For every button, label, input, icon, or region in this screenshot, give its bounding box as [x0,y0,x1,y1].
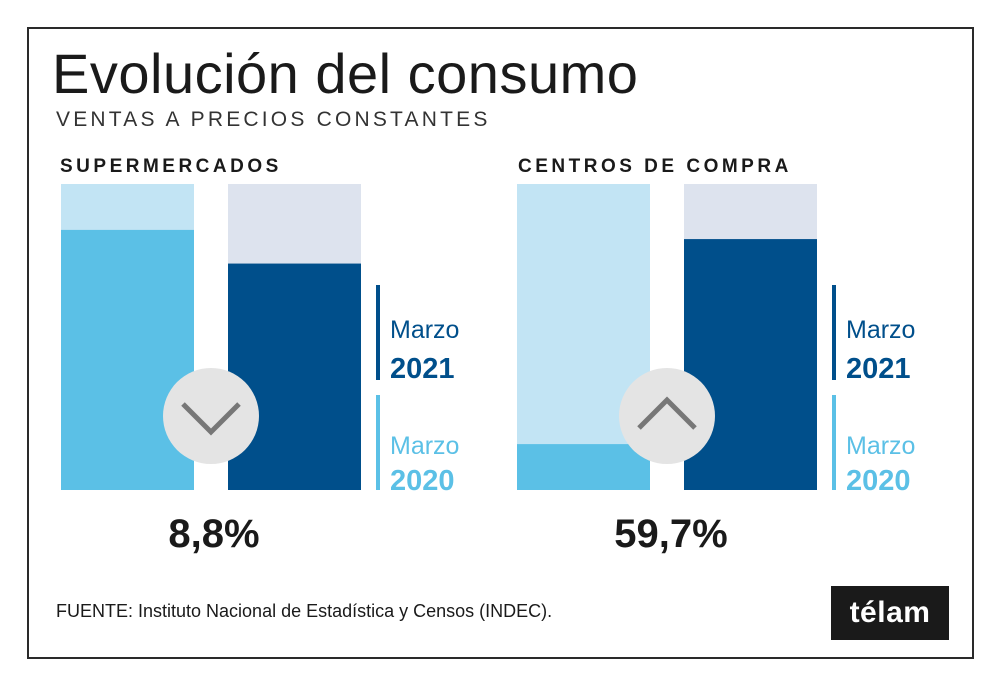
page-title: Evolución del consumo [52,42,639,105]
telam-logo: télam [831,586,949,640]
legend-marker-2020 [376,395,380,490]
trend-circle [163,368,259,464]
legend-year-2021: 2021 [390,353,455,385]
legend-marker-2021 [376,285,380,380]
chevron-down-icon [181,402,241,436]
trend-circle [619,368,715,464]
page-subtitle: VENTAS A PRECIOS CONSTANTES [56,108,491,131]
source-note: FUENTE: Instituto Nacional de Estadístic… [56,601,553,621]
legend-marker-2020 [832,395,836,490]
chevron-up-icon [637,396,697,430]
bar-marzo-2021 [684,239,817,490]
legend-year-2020: 2020 [390,465,455,497]
legend-year-2020: 2020 [846,465,911,497]
bar-marzo-2020 [517,444,650,490]
panel-title-centros-de-compra: CENTROS DE COMPRA [518,156,792,177]
legend-month-2021: Marzo [390,316,459,344]
chart-centros-de-compra: Marzo 2021 Marzo 2020 [517,184,915,497]
bar-marzo-2021 [228,263,361,490]
bar-marzo-2020 [61,229,194,490]
legend-year-2021: 2021 [846,353,911,385]
legend-month-2020: Marzo [846,432,915,460]
panel-title-supermercados: SUPERMERCADOS [60,156,282,177]
legend-month-2020: Marzo [390,432,459,460]
change-value-centros-de-compra: 59,7% [614,512,728,556]
legend-month-2021: Marzo [846,316,915,344]
infographic-frame [27,27,974,659]
legend-marker-2021 [832,285,836,380]
chart-supermercados: Marzo 2021 Marzo 2020 [61,184,459,497]
change-value-supermercados: 8,8% [168,512,260,556]
